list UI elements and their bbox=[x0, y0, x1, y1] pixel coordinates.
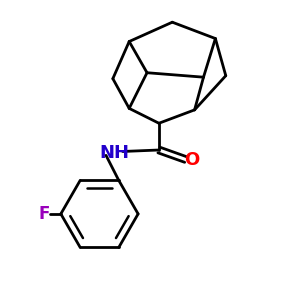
Text: F: F bbox=[39, 205, 50, 223]
Text: NH: NH bbox=[99, 144, 129, 162]
Text: O: O bbox=[184, 151, 200, 169]
